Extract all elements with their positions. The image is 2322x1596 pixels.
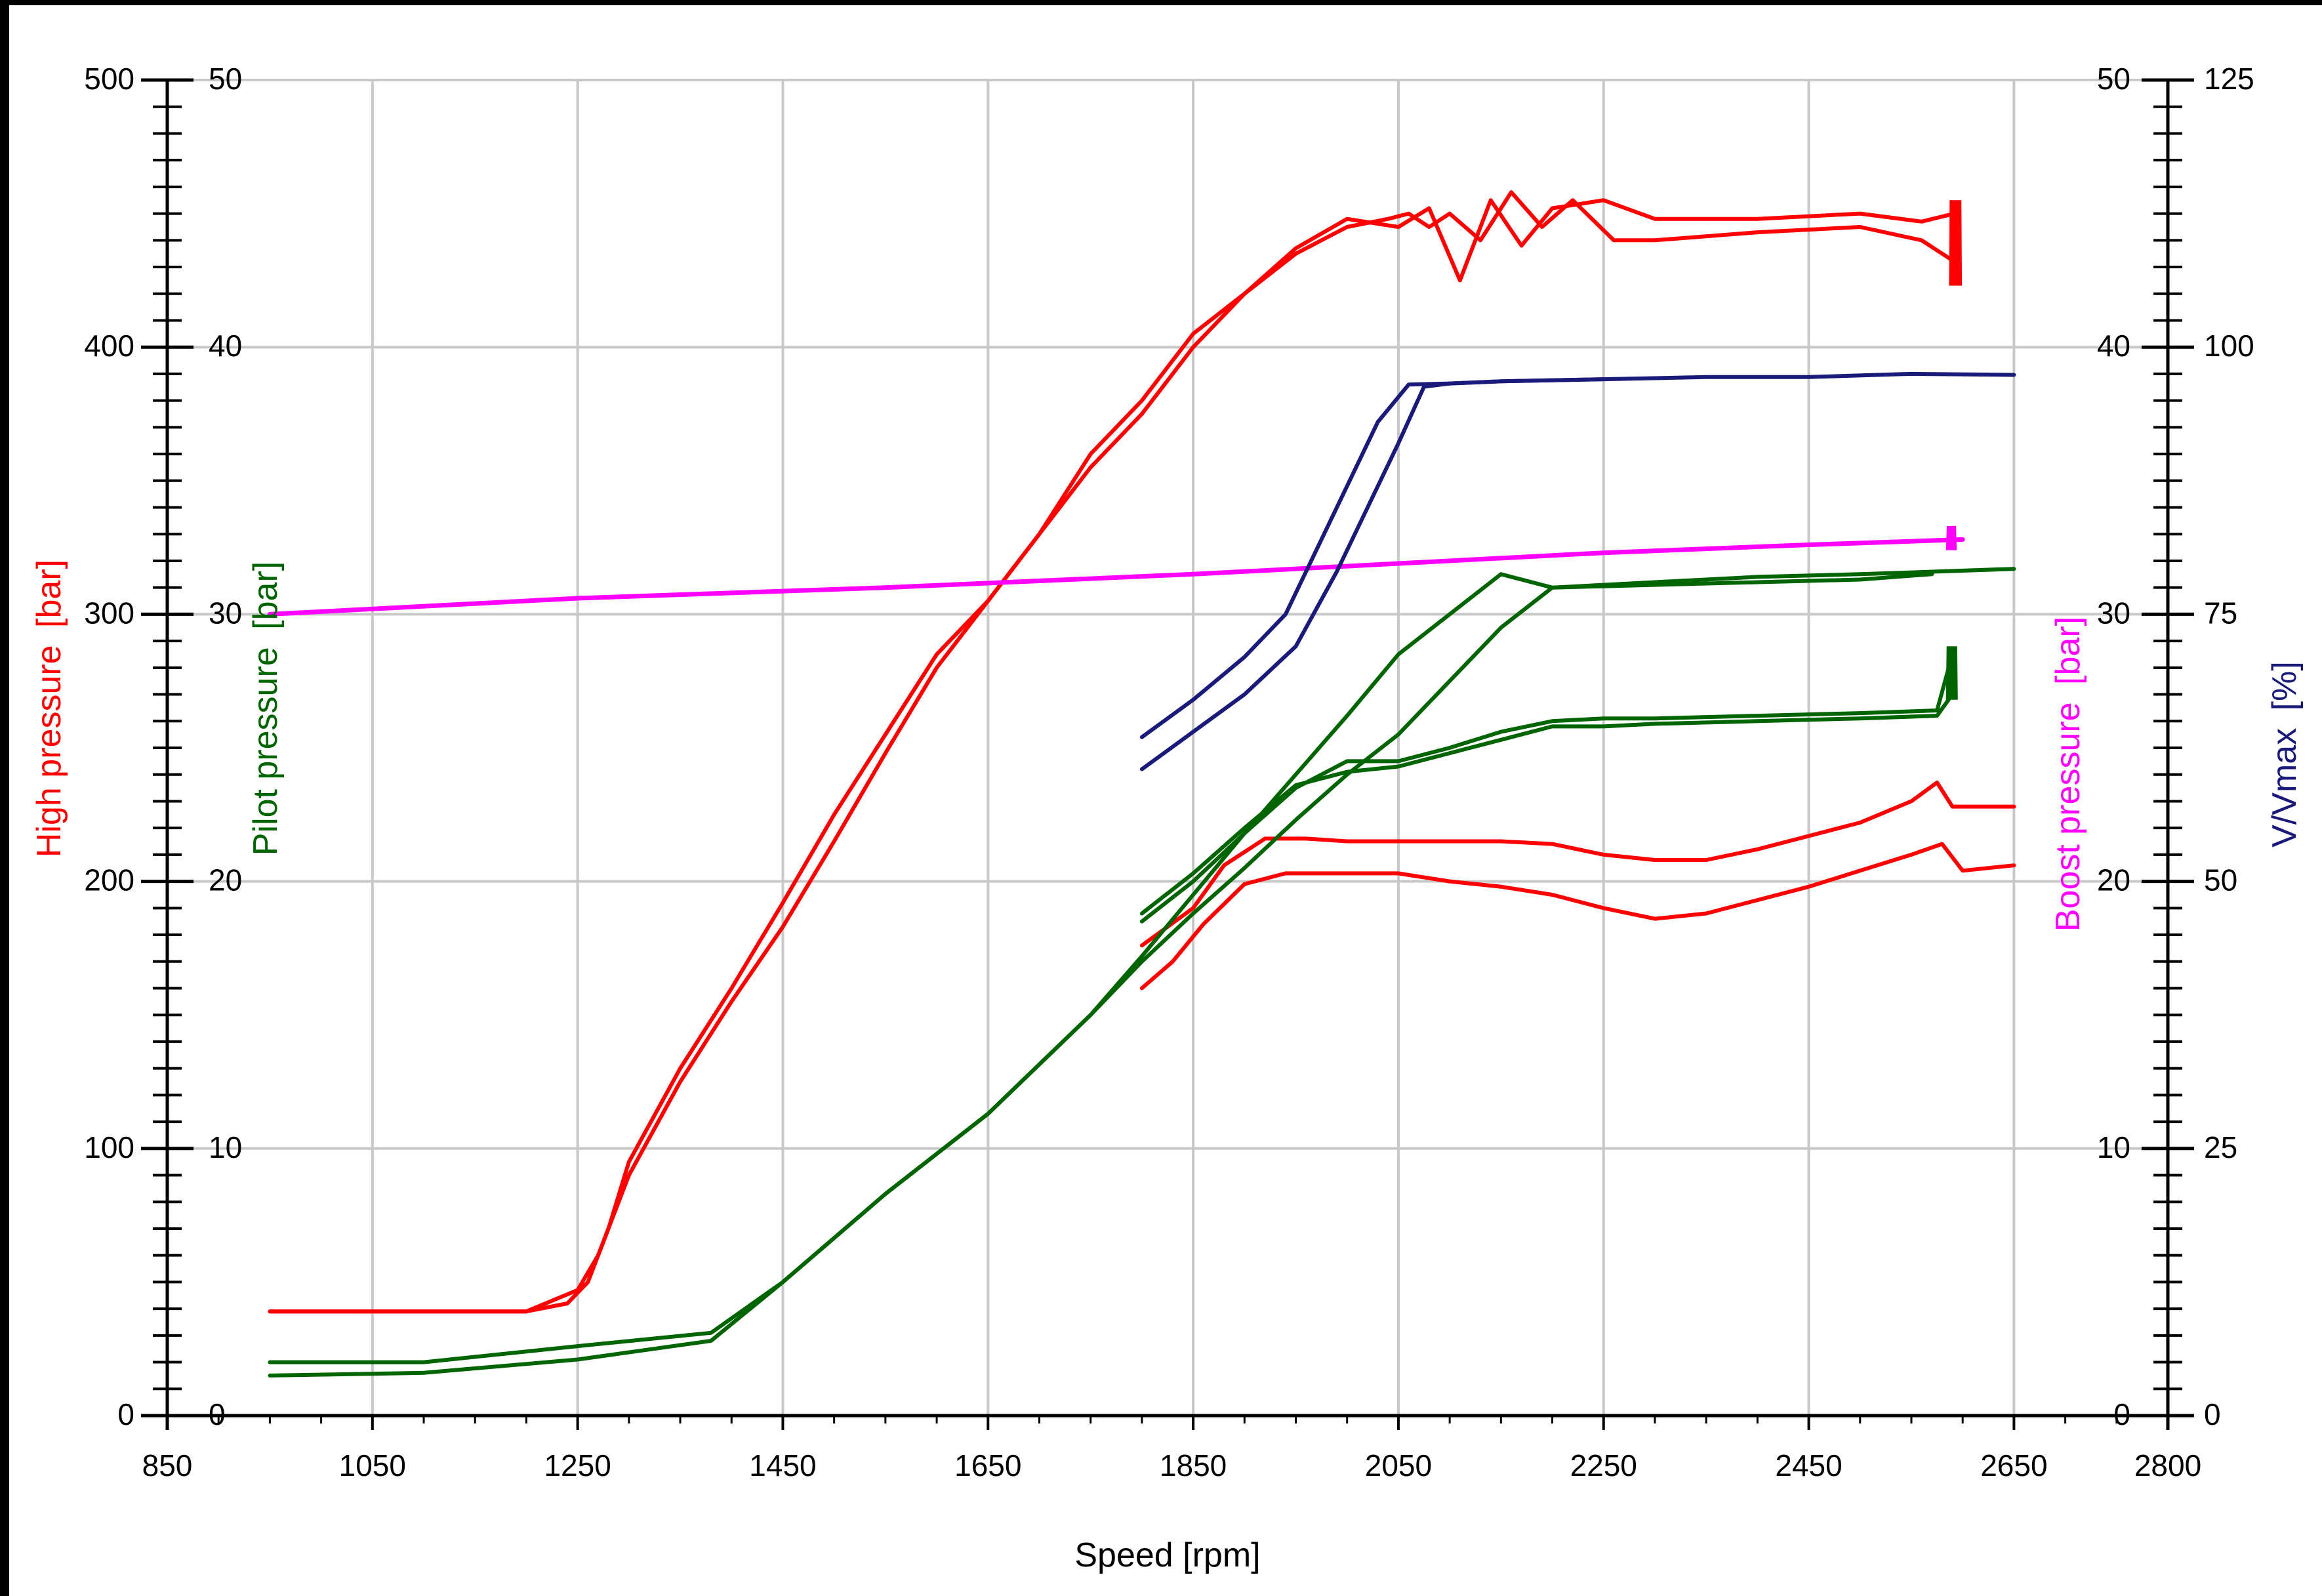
y-tick-label-boost: 0: [2113, 1397, 2130, 1431]
x-axis-title: Speed [rpm]: [1074, 1536, 1260, 1574]
y-tick-label-vvmax: 0: [2204, 1397, 2221, 1431]
y-tick-label-pilot: 0: [209, 1397, 226, 1431]
x-tick-label: 1250: [544, 1448, 611, 1483]
y-axis-title-high: High pressure [bar]: [30, 560, 68, 857]
y-axis-title-pilot: Pilot pressure [bar]: [247, 562, 285, 855]
y-tick-label-vvmax: 125: [2204, 62, 2254, 96]
y-tick-label-boost: 40: [2097, 329, 2130, 363]
x-tick-label: 2650: [1980, 1448, 2047, 1483]
axes: 850 1050 1250 1450 1650 1850 2050 2250 2450 2650 2…: [84, 62, 2254, 1483]
x-tick-label: 2800: [2134, 1448, 2201, 1483]
x-tick-label: 1850: [1160, 1448, 1227, 1483]
y-tick-label-high: 0: [117, 1397, 134, 1431]
grid: [167, 79, 2168, 1416]
series-oscillation-boost: [1945, 525, 1957, 550]
y-tick-label-high: 500: [84, 62, 134, 96]
y-axis-title-boost: Boost pressure [bar]: [2049, 617, 2087, 931]
y-tick-label-vvmax: 75: [2204, 596, 2237, 630]
series-line-pilot_a: [268, 567, 2016, 1364]
series-line-high_down: [268, 198, 1957, 1314]
series-group: [267, 190, 2016, 1378]
y-tick-label-boost: 30: [2097, 596, 2130, 630]
y-tick-label-pilot: 50: [209, 62, 242, 96]
y-tick-label-vvmax: 50: [2204, 863, 2237, 897]
y-tick-label-high: 200: [84, 863, 134, 897]
x-tick-label: 1650: [954, 1448, 1021, 1483]
series-line-vv_lower: [1139, 377, 1606, 771]
y-tick-label-boost: 20: [2097, 863, 2130, 897]
series-line-boost: [267, 537, 1965, 617]
x-tick-label: 2450: [1775, 1448, 1842, 1483]
y-tick-label-boost: 50: [2097, 62, 2130, 96]
x-tick-label: 1050: [339, 1448, 406, 1483]
series-oscillation-high: [1949, 200, 1963, 286]
series-oscillation-pilot: [1945, 646, 1958, 700]
series-line-vv_upper: [1139, 371, 2016, 739]
series-line-high_lower_branch: [1139, 842, 2016, 991]
series-line-high_up: [268, 190, 1957, 1314]
y-tick-label-high: 100: [84, 1130, 134, 1164]
x-tick-label: 1450: [749, 1448, 816, 1483]
series-line-pilot_upper_branch: [1139, 652, 1955, 924]
x-tick-label: 2250: [1570, 1448, 1637, 1483]
y-tick-label-high: 300: [84, 596, 134, 630]
series-line-pilot_lower_branch: [1139, 692, 1955, 916]
x-tick-label: 2050: [1365, 1448, 1432, 1483]
y-tick-label-pilot: 10: [209, 1130, 242, 1164]
y-tick-label-pilot: 20: [209, 863, 242, 897]
y-tick-label-vvmax: 25: [2204, 1130, 2237, 1164]
series-line-pilot_b: [268, 572, 1934, 1378]
y-tick-label-vvmax: 100: [2204, 329, 2254, 363]
y-tick-label-high: 400: [84, 329, 134, 363]
x-tick-label: 850: [142, 1448, 193, 1483]
y-tick-label-pilot: 40: [209, 329, 242, 363]
y-tick-label-pilot: 30: [209, 596, 242, 630]
y-axis-title-vvmax: V/Vmax [%]: [2266, 661, 2304, 848]
y-tick-label-boost: 10: [2097, 1130, 2130, 1164]
series-line-high_upper_branch: [1139, 780, 2016, 948]
